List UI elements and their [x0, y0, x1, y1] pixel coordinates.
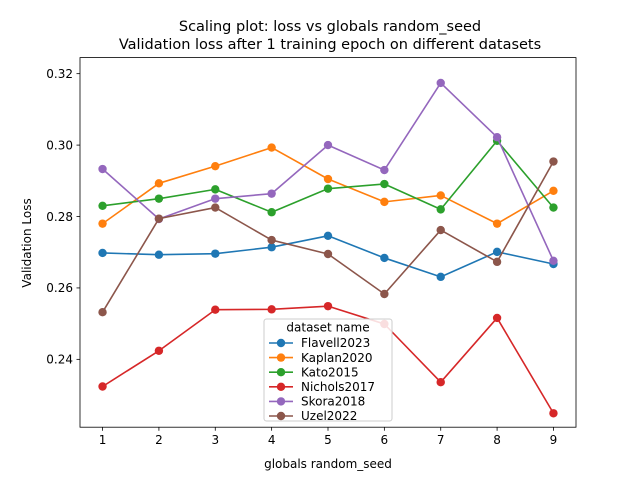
data-point [154, 179, 164, 188]
legend-box [263, 318, 393, 422]
data-point [492, 247, 502, 257]
data-point [154, 194, 164, 203]
legend-marker [276, 397, 286, 406]
data-point [211, 249, 220, 258]
data-point [154, 214, 164, 223]
data-point [98, 382, 107, 391]
data-point [323, 301, 333, 311]
series-kaplan2020 [98, 143, 558, 228]
data-point [211, 185, 220, 194]
data-point [380, 253, 389, 263]
legend-label: Kaplan2020 [301, 351, 372, 365]
y-tick-label: 0.26 [46, 281, 73, 295]
data-point [267, 143, 276, 152]
legend-label: Uzel2022 [301, 409, 357, 423]
data-point [380, 179, 389, 189]
x-tick-label: 3 [211, 433, 219, 447]
data-point [436, 272, 445, 282]
data-point [267, 305, 276, 314]
axes-frame [79, 57, 577, 428]
series-nichols2017 [98, 301, 558, 418]
data-point [267, 208, 276, 217]
legend-marker [276, 411, 286, 421]
legend-entry: Kato2015 [269, 365, 359, 379]
data-point [380, 197, 389, 207]
data-point [549, 203, 558, 212]
x-tick-label: 4 [268, 433, 276, 447]
legend-entry: Nichols2017 [269, 380, 375, 394]
chart-title: Scaling plot: loss vs globals random_see… [179, 19, 481, 35]
x-tick-label: 9 [550, 433, 558, 447]
data-point [436, 225, 445, 235]
series-uzel2022 [98, 157, 558, 317]
x-tick-label: 6 [381, 433, 389, 447]
y-tick-label: 0.30 [46, 138, 73, 152]
data-point [549, 157, 558, 166]
legend-entry: Uzel2022 [269, 409, 357, 423]
y-tick-label: 0.32 [46, 67, 73, 81]
data-point [98, 219, 107, 228]
x-tick-label: 2 [155, 433, 163, 447]
chart-subtitle: Validation loss after 1 training epoch o… [119, 37, 541, 53]
legend-title: dataset name [286, 321, 369, 335]
data-point [267, 243, 276, 252]
x-tick-label: 8 [493, 433, 501, 447]
x-axis-label: globals random_seed [264, 457, 392, 471]
legend-label: Flavell2023 [301, 336, 370, 350]
legend-marker [276, 353, 286, 362]
y-tick-label: 0.28 [46, 210, 73, 224]
series-skora2018 [98, 78, 558, 265]
x-tick-label: 1 [99, 433, 107, 447]
data-point [323, 174, 333, 184]
data-point [549, 186, 558, 195]
legend-label: Kato2015 [301, 365, 359, 379]
data-point [211, 194, 220, 203]
legend-label: Skora2018 [301, 395, 365, 409]
data-point [436, 78, 445, 88]
legend-entry: Flavell2023 [269, 336, 370, 350]
plot-area: 1 2 3 4 5 6 7 8 9 0.24 0.26 0.28 0.30 0.32 [46, 57, 577, 447]
data-point [154, 250, 164, 259]
data-point [211, 161, 220, 171]
y-axis-label: Validation Loss [20, 198, 34, 287]
data-point [98, 308, 107, 317]
y-tick-label: 0.24 [46, 353, 73, 367]
legend-entry: Kaplan2020 [269, 351, 372, 365]
data-point [323, 249, 333, 259]
legend-entry: Skora2018 [269, 395, 365, 409]
data-point [492, 313, 502, 323]
data-point [492, 257, 502, 267]
data-point [323, 140, 333, 150]
legend-label: Nichols2017 [301, 380, 375, 394]
data-point [98, 201, 107, 210]
legend: dataset nameFlavell2023Kaplan2020Kato201… [263, 318, 393, 423]
data-point [267, 189, 276, 198]
x-tick-label: 7 [437, 433, 445, 447]
data-point [267, 235, 276, 245]
series-flavell2023 [98, 231, 558, 282]
data-point [436, 378, 445, 387]
data-point [492, 219, 502, 228]
data-point [211, 203, 220, 212]
data-point [323, 231, 333, 240]
legend-marker [276, 382, 286, 391]
legend-marker [276, 338, 286, 348]
data-point [323, 184, 333, 193]
data-point [492, 133, 502, 142]
x-tick-label: 5 [324, 433, 332, 447]
data-point [436, 191, 445, 200]
data-point [436, 205, 445, 214]
data-point [154, 346, 164, 355]
data-point [211, 305, 220, 314]
data-point [98, 164, 107, 174]
data-point [98, 248, 107, 258]
data-point [549, 409, 558, 418]
legend-marker [276, 368, 286, 377]
data-point [549, 256, 558, 265]
data-point [380, 289, 389, 299]
data-point [380, 165, 389, 175]
